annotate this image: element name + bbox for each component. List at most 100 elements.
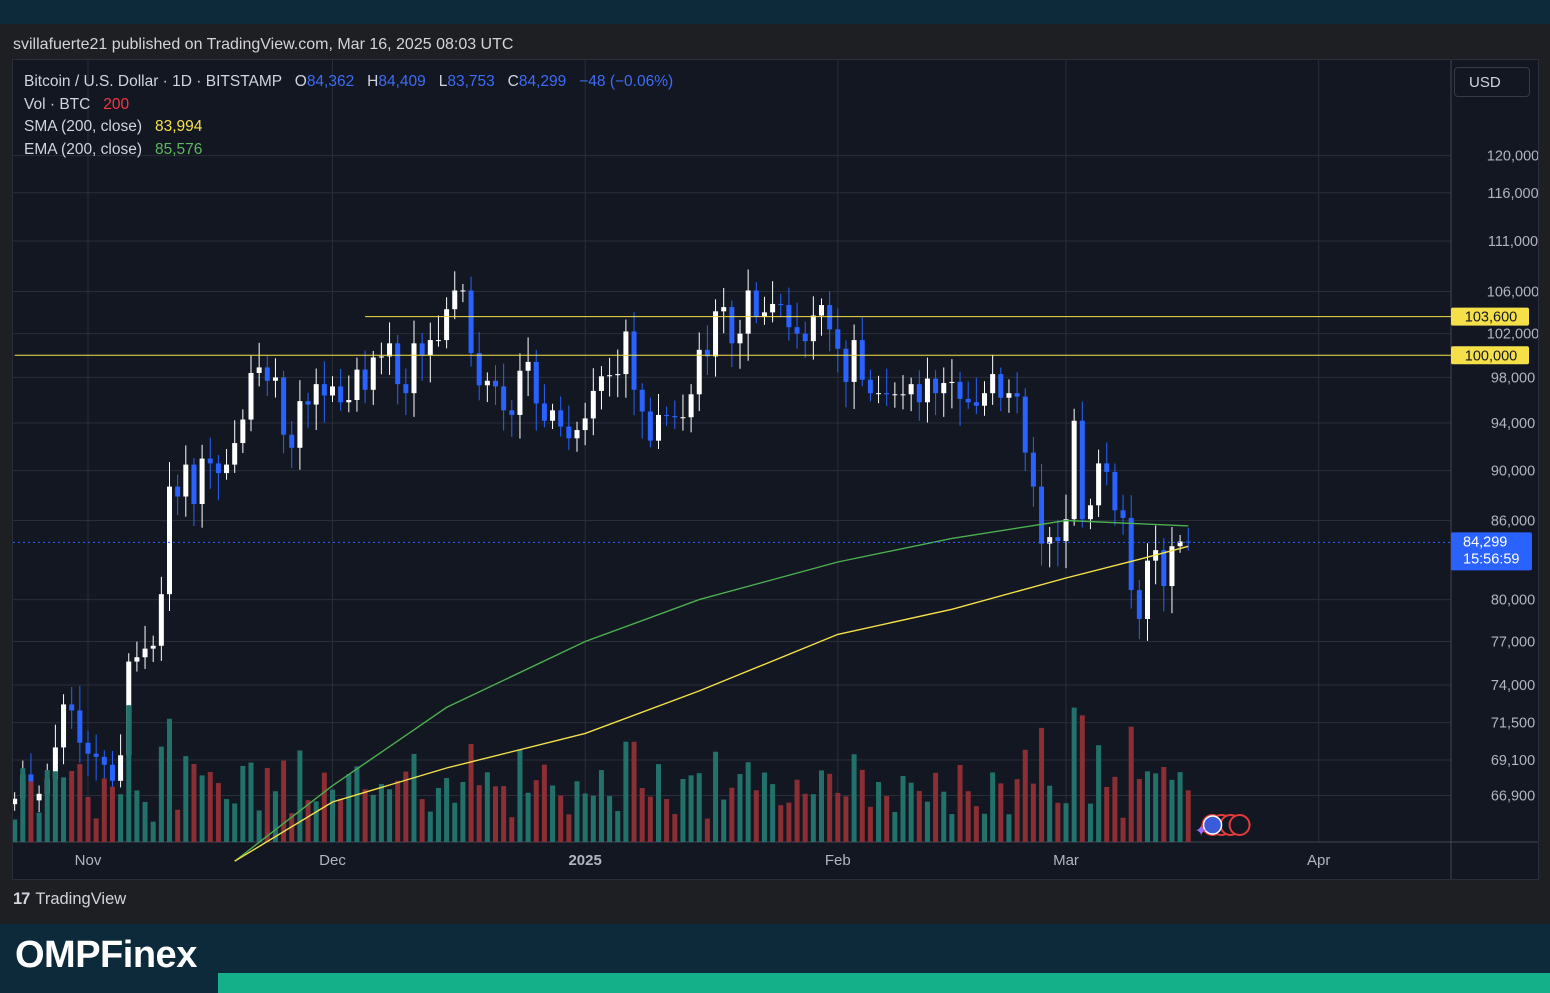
candle-body (1063, 519, 1069, 542)
volume-bar (134, 790, 140, 842)
volume-bar (20, 768, 26, 842)
price-tick-label: 77,000 (1491, 634, 1535, 650)
candle-body (982, 393, 987, 406)
low-value: 83,753 (447, 73, 495, 90)
candle-body (199, 458, 205, 505)
volume-bar (199, 775, 205, 842)
candle-body (109, 764, 115, 781)
candle-body (615, 374, 621, 376)
candle-body (1039, 486, 1045, 544)
volume-bar (1079, 715, 1085, 842)
candle-body (753, 290, 759, 317)
volume-bar (794, 779, 800, 842)
candle-body (313, 384, 319, 405)
candle-body (672, 416, 678, 418)
volume-bar (1071, 707, 1077, 842)
volume-bar (541, 764, 547, 842)
low-label: L (438, 73, 448, 90)
volume-bar (924, 801, 930, 842)
candle-body (175, 486, 181, 497)
candle-body (664, 414, 670, 417)
volume-bar (1104, 786, 1110, 842)
volume-bar (44, 770, 50, 842)
volume-bar (778, 805, 784, 842)
volume-bar (933, 772, 939, 842)
volume-bar (338, 798, 344, 842)
volume-bar (248, 762, 254, 842)
volume-bar (876, 782, 882, 842)
candle-body (158, 594, 164, 646)
sma-line (234, 545, 1189, 862)
volume-bar (1112, 776, 1118, 842)
price-tick-label: 90,000 (1491, 464, 1535, 480)
high-value: 84,409 (378, 73, 426, 90)
volume-bar (1169, 779, 1175, 842)
brand-text-post: nex (132, 934, 197, 976)
volume-bar (1177, 772, 1183, 842)
tradingview-brand[interactable]: 17 TradingView (13, 890, 126, 909)
candle-body (704, 349, 710, 357)
volume-bar (957, 764, 963, 842)
candle-body (737, 333, 743, 344)
volume-bar (631, 741, 637, 842)
price-tick-label: 80,000 (1491, 593, 1535, 609)
volume-bar (639, 788, 645, 842)
volume-bar (175, 809, 181, 842)
volume-bar (827, 773, 833, 842)
time-tick-label: 2025 (568, 852, 601, 869)
candle-body (330, 386, 335, 396)
candle-body (851, 340, 857, 382)
price-tick-label: 106,000 (1487, 285, 1538, 301)
volume-bar (118, 794, 124, 842)
volume-bar (85, 796, 91, 842)
candle-body (167, 486, 172, 595)
volume-bar (1136, 778, 1142, 842)
candle-body (435, 340, 441, 342)
legend-symbol-row[interactable]: Bitcoin / U.S. Dollar · 1D · BITSTAMP O8… (24, 71, 673, 94)
candle-body (1112, 471, 1118, 511)
volume-bar (786, 802, 792, 842)
volume-bar (354, 766, 360, 842)
candle-body (607, 375, 613, 377)
candle-body (998, 374, 1004, 398)
publisher-line: svillafuerte21 published on TradingView.… (13, 36, 514, 53)
legend-ema-row[interactable]: EMA (200, close) 85,576 (24, 139, 673, 162)
candle-body (721, 307, 727, 312)
chart-panel[interactable]: 120,000 116,000 111,000 106,000 102,000 98,00… (12, 59, 1539, 880)
time-tick-label: Feb (825, 852, 851, 869)
candle-body (1104, 463, 1110, 472)
last-price-value: 84,299 (1463, 534, 1507, 550)
volume-bar (550, 785, 556, 842)
price-tick-label: 71,500 (1491, 716, 1535, 732)
candle-body (656, 414, 661, 441)
volume-bar (745, 762, 751, 842)
sma-label: SMA (200, close) (24, 118, 143, 135)
legend-sma-row[interactable]: SMA (200, close) 83,994 (24, 116, 673, 139)
candle-body (69, 704, 75, 711)
candle-body (1079, 420, 1085, 520)
candle-body (272, 377, 278, 381)
volume-bar (729, 787, 735, 842)
candle-body (933, 378, 939, 394)
candle-body (631, 331, 637, 390)
candle-body (150, 645, 156, 649)
volume-bar (574, 781, 580, 842)
candle-body (819, 305, 824, 316)
volume-bar (1145, 771, 1150, 842)
volume-bar (802, 793, 808, 842)
currency-button[interactable]: USD (1454, 67, 1530, 97)
volume-bar (452, 802, 458, 842)
volume-bar (493, 786, 498, 842)
volume-bar (770, 784, 776, 842)
time-tick-label: Mar (1053, 852, 1079, 869)
volume-bar (419, 799, 425, 842)
legend-volume-row[interactable]: Vol · BTC 200 (24, 94, 673, 117)
candle-body (476, 353, 482, 386)
change-value: −48 (−0.06%) (579, 73, 674, 90)
candle-body (142, 648, 148, 658)
volume-bar (859, 769, 865, 842)
candlestick-chart[interactable]: 120,000 116,000 111,000 106,000 102,000 98,00… (13, 60, 1538, 879)
candle-body (550, 410, 556, 421)
candle-body (248, 372, 254, 420)
volume-bar (158, 746, 164, 842)
